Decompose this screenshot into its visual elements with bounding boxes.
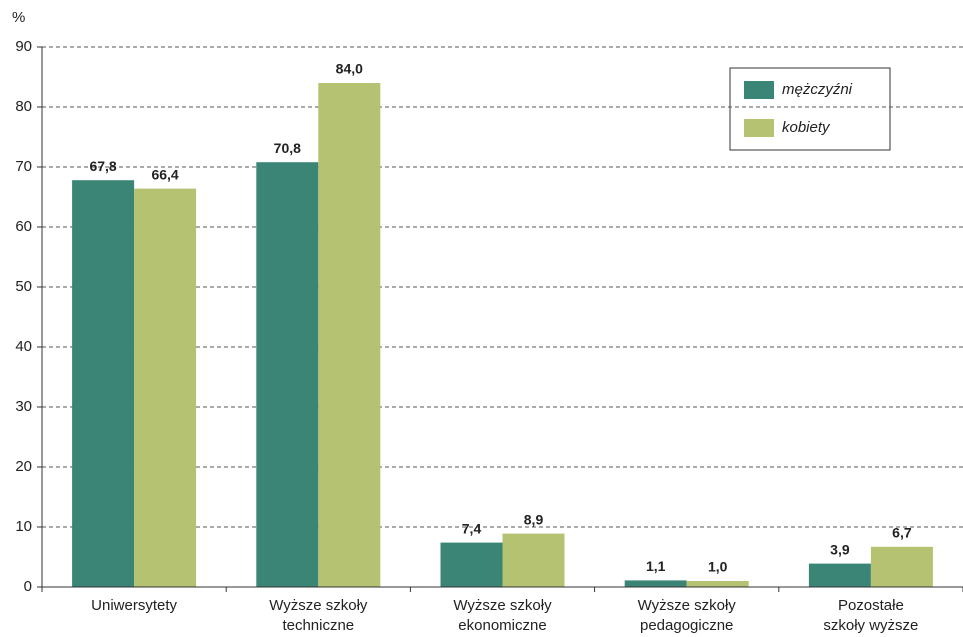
- x-tick-label: Wyższe szkoły: [453, 597, 552, 614]
- bar: [870, 546, 933, 587]
- value-label: 70,8: [274, 140, 301, 156]
- x-tick-label: Uniwersytety: [91, 597, 177, 614]
- y-tick-label: 70: [15, 158, 32, 175]
- y-tick-label: 90: [15, 38, 32, 55]
- value-label: 7,4: [462, 520, 482, 536]
- legend-label: kobiety: [782, 119, 831, 136]
- value-label: 3,9: [830, 541, 850, 557]
- bar: [686, 581, 749, 587]
- value-label: 6,7: [892, 525, 912, 541]
- x-tick-label: ekonomiczne: [458, 617, 546, 634]
- y-tick-label: 0: [24, 578, 32, 595]
- x-tick-label: szkoły wyższe: [823, 617, 918, 634]
- y-tick-label: 80: [15, 98, 32, 115]
- bar: [318, 83, 381, 587]
- y-tick-label: 20: [15, 458, 32, 475]
- y-tick-label: 60: [15, 218, 32, 235]
- y-tick-label: 50: [15, 278, 32, 295]
- bar: [624, 580, 687, 587]
- value-label: 66,4: [151, 166, 178, 182]
- value-label: 84,0: [336, 61, 363, 77]
- bar: [72, 180, 135, 587]
- legend-label: mężczyźni: [782, 81, 853, 98]
- x-tick-label: Wyższe szkoły: [638, 597, 737, 614]
- x-tick-label: pedagogiczne: [640, 617, 733, 634]
- value-label: 1,1: [646, 558, 666, 574]
- value-label: 1,0: [708, 559, 728, 575]
- legend-swatch: [744, 81, 774, 99]
- bar: [808, 563, 871, 587]
- y-axis-label: %: [12, 9, 25, 26]
- y-tick-label: 30: [15, 398, 32, 415]
- bar: [256, 162, 319, 587]
- bar: [440, 542, 503, 587]
- bar: [134, 188, 197, 587]
- x-tick-label: Pozostałe: [838, 597, 904, 614]
- y-tick-label: 10: [15, 518, 32, 535]
- x-tick-label: Wyższe szkoły: [269, 597, 368, 614]
- legend-swatch: [744, 119, 774, 137]
- value-label: 67,8: [89, 158, 116, 174]
- x-tick-label: techniczne: [282, 617, 354, 634]
- bar: [502, 533, 565, 587]
- y-tick-label: 40: [15, 338, 32, 355]
- value-label: 8,9: [524, 511, 544, 527]
